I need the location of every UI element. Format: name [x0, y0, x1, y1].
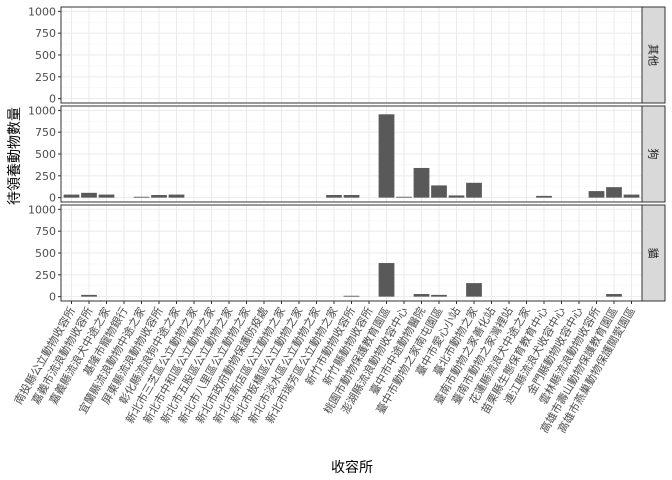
- bar: [81, 294, 97, 297]
- facet-panel: 0 250 500 750 1000: [28, 104, 643, 205]
- y-tick-label: 1000: [28, 203, 56, 216]
- bar: [623, 194, 640, 198]
- facet-strip: 狗: [641, 105, 666, 203]
- y-axis-title: 待領養動物數量: [6, 107, 23, 205]
- bar: [326, 195, 342, 198]
- y-tick-label: 750: [35, 126, 56, 139]
- facet-panel: 0 250 500 750 1000: [28, 5, 643, 106]
- bar: [168, 194, 185, 198]
- x-axis: 南投縣公立動物收容所嘉義市流浪動物收容所嘉義縣流浪犬中途之家基隆市寵物銀行宜蘭縣…: [11, 301, 638, 435]
- y-tick-label: 250: [35, 170, 56, 183]
- y-tick-label: 1000: [28, 5, 56, 18]
- strip-background: [641, 105, 666, 203]
- bar: [133, 196, 150, 198]
- bar: [431, 185, 447, 198]
- y-tick-label: 0: [49, 192, 56, 205]
- bar: [63, 194, 80, 198]
- bar: [343, 295, 360, 297]
- y-tick-label: 1000: [28, 104, 56, 117]
- bar: [378, 114, 395, 198]
- facet-strip: 其他: [641, 6, 666, 104]
- bar: [98, 194, 115, 198]
- bar: [413, 294, 430, 297]
- bar: [606, 294, 622, 297]
- bar: [431, 294, 447, 297]
- strip-label: 其他: [647, 44, 660, 66]
- y-tick-label: 500: [35, 49, 56, 62]
- y-tick-label: 0: [49, 93, 56, 106]
- y-tick-label: 0: [49, 291, 56, 304]
- y-tick-label: 250: [35, 269, 56, 282]
- y-tick-label: 750: [35, 27, 56, 40]
- bar: [343, 195, 360, 198]
- strip-background: [641, 204, 666, 302]
- bar: [536, 195, 552, 198]
- facet-panel: 0 250 500 750 1000: [28, 203, 643, 304]
- y-tick-label: 500: [35, 247, 56, 260]
- bar: [151, 195, 167, 198]
- bar: [466, 283, 482, 297]
- y-tick-label: 500: [35, 148, 56, 161]
- facet-strip: 貓: [641, 204, 666, 302]
- bar: [448, 195, 465, 198]
- bar: [396, 196, 412, 198]
- bar: [413, 167, 430, 198]
- bar: [466, 182, 482, 198]
- y-tick-label: 750: [35, 225, 56, 238]
- bar: [378, 263, 395, 297]
- bar: [606, 187, 622, 198]
- strip-label: 狗: [647, 149, 660, 160]
- facet-panels: 0250500750100002505007501000025050075010…: [28, 5, 643, 304]
- x-axis-title: 收容所: [331, 459, 373, 476]
- strip-background: [641, 6, 666, 104]
- bar: [81, 192, 97, 198]
- bar: [588, 191, 605, 198]
- strip-label: 貓: [647, 248, 660, 259]
- y-tick-label: 250: [35, 71, 56, 84]
